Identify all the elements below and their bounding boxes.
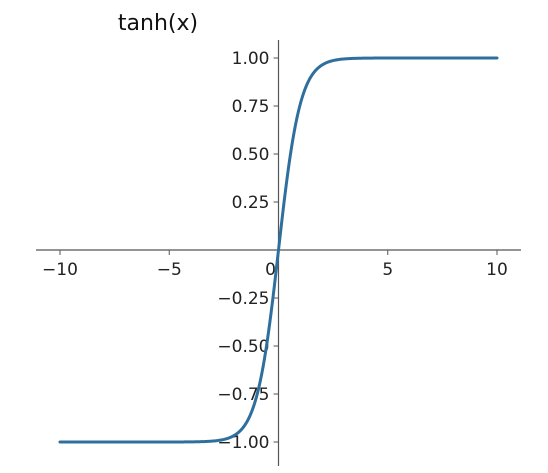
x-tick-label: 10: [486, 260, 508, 280]
series-layer: [58, 56, 499, 444]
y-tick-label: −0.50: [217, 337, 269, 357]
x-tick-label: −10: [42, 260, 78, 280]
x-tick-label: 0: [265, 260, 276, 280]
ticks: −10 −5 0 5 10 1.00 0.75 0.50 0.25 −0.25 −0.50 −0.75…: [42, 49, 508, 453]
chart-title: tanh(x): [118, 11, 198, 36]
y-tick-label: 0.75: [232, 97, 270, 117]
y-tick-label: 1.00: [232, 49, 270, 69]
y-tick-label: −0.25: [217, 289, 269, 309]
y-tick-label: −0.75: [217, 385, 269, 405]
tanh-curve: [58, 56, 499, 444]
x-tick-label: −5: [157, 260, 182, 280]
y-tick-label: 0.25: [232, 193, 270, 213]
y-tick-label: −1.00: [217, 433, 269, 453]
x-tick-label: 5: [382, 260, 393, 280]
y-tick-label: 0.50: [232, 145, 270, 165]
